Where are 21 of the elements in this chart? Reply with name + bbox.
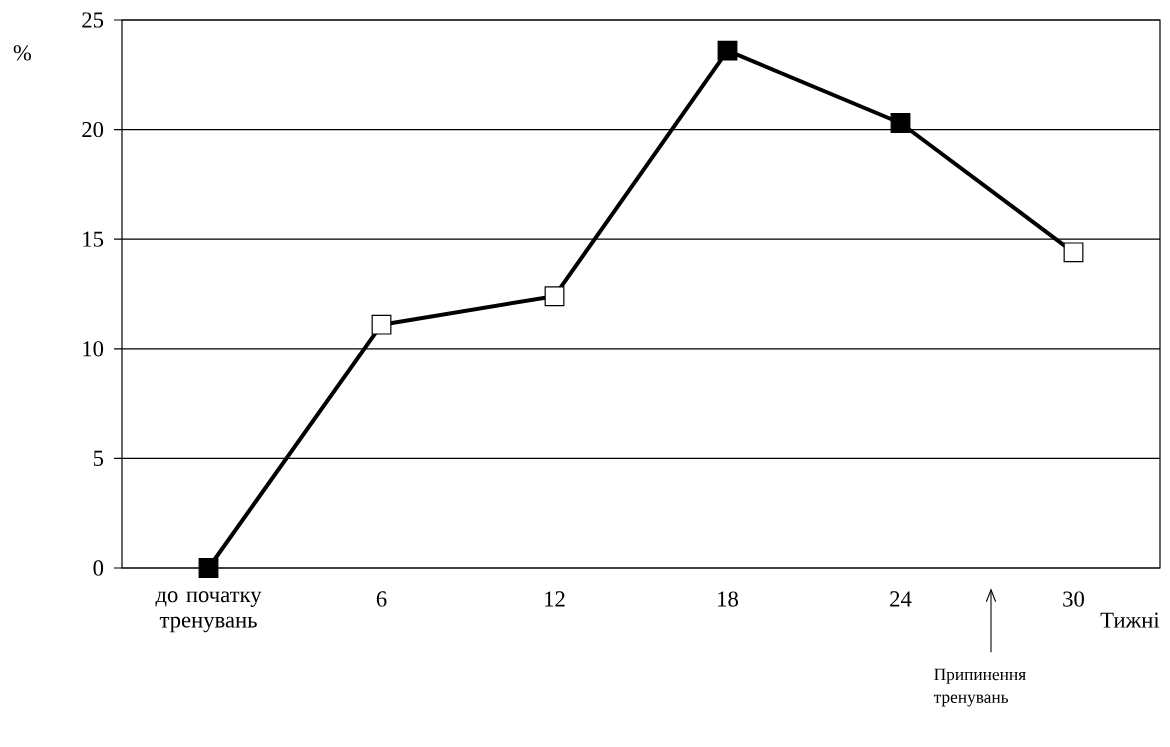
point <box>1063 242 1084 263</box>
y-tick-label: 10 <box>83 341 104 357</box>
y-tick-label: 0 <box>93 560 104 576</box>
point <box>198 558 219 578</box>
x-tick-label: 24 <box>890 591 912 607</box>
point <box>890 113 911 133</box>
x-tick-label: 18 <box>718 591 738 607</box>
y-axis-title: % <box>13 45 32 61</box>
point <box>717 40 738 61</box>
y-tick-label: 20 <box>82 121 104 138</box>
point <box>544 286 565 307</box>
x-tick-label: 6 <box>376 591 387 607</box>
point <box>371 314 392 335</box>
x-tick-label: 30 <box>1063 591 1084 607</box>
x-tick-label: 12 <box>545 591 565 607</box>
y-tick-label: 15 <box>83 231 104 247</box>
y-tick-label: 5 <box>93 450 104 466</box>
x-tick-label: до початку тренувань <box>155 591 262 633</box>
y-tick-label: 25 <box>82 12 104 28</box>
text: Припинення тренувань <box>933 668 1026 707</box>
x-axis-title: Тижні <box>1100 612 1160 628</box>
